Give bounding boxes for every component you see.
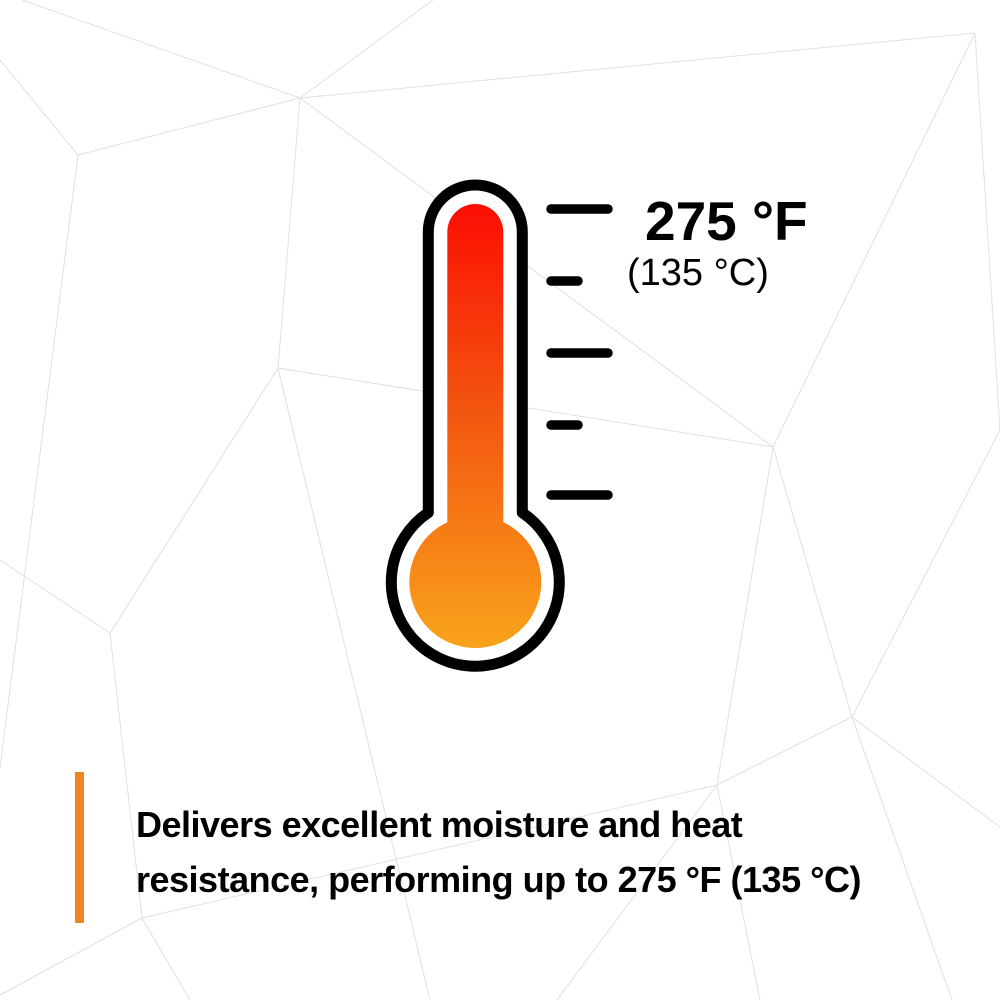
temperature-fahrenheit-label: 275 °F [645, 190, 808, 252]
thermometer-icon [385, 179, 565, 672]
temperature-celsius-label: (135 °C) [627, 252, 769, 294]
thermometer-bulb-fill [409, 516, 542, 648]
description-text: Delivers excellent moisture and heat res… [136, 797, 976, 907]
scale-tick-marks [546, 204, 613, 500]
accent-bar [75, 772, 84, 923]
thermometer-tube-fill [447, 204, 504, 560]
description-line-1: Delivers excellent moisture and heat [136, 804, 743, 845]
description-line-2: resistance, performing up to 275 °F (135… [136, 859, 861, 900]
